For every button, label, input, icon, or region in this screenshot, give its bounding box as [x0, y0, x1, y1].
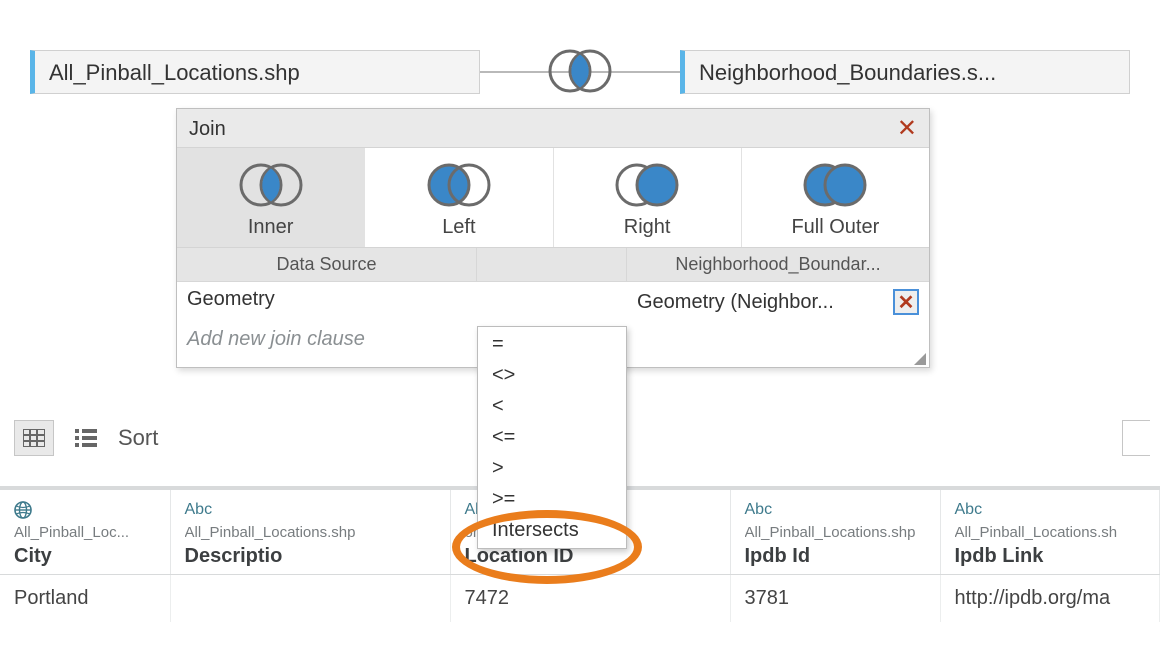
join-type-right-label: Right — [554, 216, 741, 239]
join-clause-operator[interactable] — [477, 282, 627, 322]
canvas-join-icon[interactable] — [545, 46, 615, 96]
col-name: Ipdb Link — [955, 545, 1146, 568]
operator-dropdown: = <> < <= > >= Intersects — [477, 326, 627, 549]
operator-lt[interactable]: < — [478, 391, 626, 422]
cell-ipdb-id: 3781 — [730, 575, 940, 623]
view-grid-button[interactable] — [14, 420, 54, 456]
operator-intersects[interactable]: Intersects — [478, 515, 626, 546]
type-globe-icon — [14, 500, 156, 520]
cell-location-id: 7472 — [450, 575, 730, 623]
join-type-right[interactable]: Right — [554, 148, 742, 247]
join-clause-left-field[interactable]: Geometry — [177, 282, 477, 322]
join-clause-right-field[interactable]: Geometry (Neighbor... ✕ — [627, 282, 929, 322]
join-clause-row: Geometry Geometry (Neighbor... ✕ — [177, 282, 929, 322]
col-header-city[interactable]: All_Pinball_Loc... City — [0, 490, 170, 575]
type-abc-icon: Abc — [185, 500, 436, 520]
join-type-left-label: Left — [365, 216, 552, 239]
sort-label[interactable]: Sort — [118, 425, 158, 451]
join-type-inner-label: Inner — [177, 216, 364, 239]
operator-neq[interactable]: <> — [478, 360, 626, 391]
join-clause-delete-icon[interactable]: ✕ — [893, 289, 919, 315]
col-source: All_Pinball_Locations.shp — [745, 524, 926, 541]
join-type-selector: Inner Left Right Full Outer — [177, 147, 929, 248]
dialog-resize-handle[interactable] — [912, 351, 926, 365]
operator-eq[interactable]: = — [478, 329, 626, 360]
col-source: All_Pinball_Locations.sh — [955, 524, 1146, 541]
preview-toolbar: Sort — [14, 420, 158, 456]
join-col-right: Neighborhood_Boundar... — [627, 248, 929, 281]
join-type-full-label: Full Outer — [742, 216, 929, 239]
col-header-descriptio[interactable]: Abc All_Pinball_Locations.shp Descriptio — [170, 490, 450, 575]
col-source: All_Pinball_Locations.shp — [185, 524, 436, 541]
operator-lte[interactable]: <= — [478, 422, 626, 453]
view-list-button[interactable] — [66, 420, 106, 456]
join-col-left: Data Source — [177, 248, 477, 281]
datasource-pill-left[interactable]: All_Pinball_Locations.shp — [30, 50, 480, 94]
operator-gte[interactable]: >= — [478, 484, 626, 515]
operator-gt[interactable]: > — [478, 453, 626, 484]
col-name: Ipdb Id — [745, 545, 926, 568]
toolbar-right-box[interactable] — [1122, 420, 1150, 456]
col-header-ipdb-link[interactable]: Abc All_Pinball_Locations.sh Ipdb Link — [940, 490, 1160, 575]
datasource-pill-right[interactable]: Neighborhood_Boundaries.s... — [680, 50, 1130, 94]
type-abc-icon: Abc — [955, 500, 1146, 520]
cell-descriptio — [170, 575, 450, 623]
col-name: City — [14, 545, 156, 568]
cell-city: Portland — [0, 575, 170, 623]
col-name: Descriptio — [185, 545, 436, 568]
join-clause-right-field-text: Geometry (Neighbor... — [637, 291, 834, 314]
join-columns-header: Data Source Neighborhood_Boundar... — [177, 248, 929, 282]
join-dialog-title: Join — [189, 118, 226, 141]
col-source: All_Pinball_Loc... — [14, 524, 156, 541]
table-row[interactable]: Portland 7472 3781 http://ipdb.org/ma — [0, 575, 1160, 623]
join-col-mid — [477, 248, 627, 281]
join-type-inner[interactable]: Inner — [177, 148, 365, 247]
join-type-left[interactable]: Left — [365, 148, 553, 247]
type-abc-icon: Abc — [745, 500, 926, 520]
join-dialog-close-icon[interactable]: ✕ — [897, 117, 917, 141]
join-canvas: All_Pinball_Locations.shp Neighborhood_B… — [0, 0, 1160, 110]
cell-ipdb-link: http://ipdb.org/ma — [940, 575, 1160, 623]
col-header-ipdb-id[interactable]: Abc All_Pinball_Locations.shp Ipdb Id — [730, 490, 940, 575]
join-type-full[interactable]: Full Outer — [742, 148, 929, 247]
